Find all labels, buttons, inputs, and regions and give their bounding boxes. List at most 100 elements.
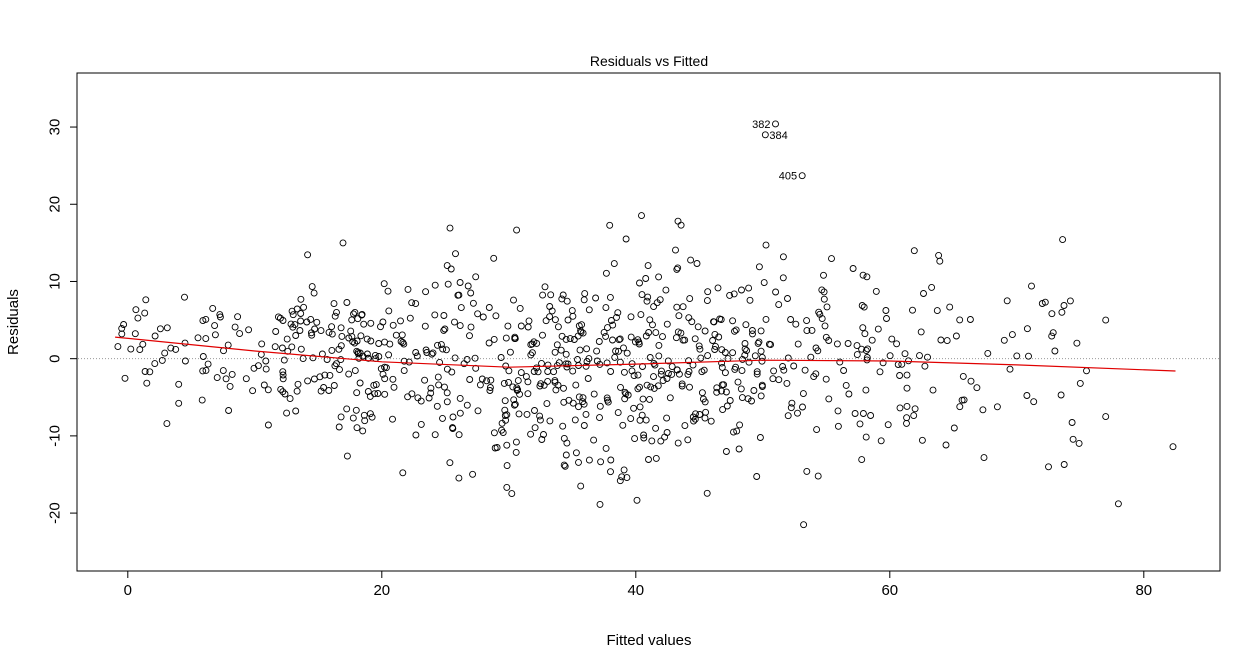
residual-point xyxy=(1006,365,1014,373)
residual-point xyxy=(650,373,657,381)
residual-point xyxy=(659,377,667,385)
residual-point xyxy=(657,370,665,378)
residual-point xyxy=(816,310,824,318)
residual-point xyxy=(357,332,365,340)
residual-point xyxy=(696,345,704,353)
residual-point xyxy=(297,317,305,325)
residual-point xyxy=(455,431,463,439)
residual-point xyxy=(703,297,711,305)
residual-point xyxy=(308,331,316,339)
residual-point xyxy=(784,412,792,420)
residual-point xyxy=(685,368,693,375)
residual-point xyxy=(211,322,219,330)
residual-point xyxy=(279,317,287,324)
residual-point xyxy=(399,339,407,346)
residual-point xyxy=(345,334,353,342)
residual-point xyxy=(375,340,383,347)
residual-point xyxy=(172,345,180,353)
residual-point xyxy=(563,439,571,447)
x-tick-label: 80 xyxy=(1135,582,1152,599)
residual-point xyxy=(405,358,413,366)
residual-point xyxy=(627,313,635,321)
residual-point xyxy=(431,431,439,439)
residual-point xyxy=(620,344,627,352)
residual-point xyxy=(348,316,356,324)
residual-point xyxy=(580,422,588,429)
residual-point xyxy=(361,417,369,425)
residual-point xyxy=(367,319,375,327)
residual-point xyxy=(952,332,960,340)
residual-point xyxy=(381,363,389,371)
residual-point xyxy=(627,333,635,341)
residual-point xyxy=(1076,379,1084,387)
residual-point xyxy=(309,354,317,362)
residual-point xyxy=(536,416,544,424)
residual-point xyxy=(517,322,525,330)
residual-point xyxy=(358,310,366,318)
residual-point xyxy=(779,363,787,370)
residual-point xyxy=(216,311,224,319)
residual-point xyxy=(807,353,815,361)
y-tick-label: 30 xyxy=(47,119,64,136)
residual-point xyxy=(879,359,887,367)
residual-point xyxy=(537,380,545,388)
residual-point xyxy=(801,366,809,374)
residual-point xyxy=(602,332,610,340)
residual-point xyxy=(515,410,523,418)
residual-point xyxy=(546,417,554,425)
residual-point xyxy=(539,331,546,339)
residual-point xyxy=(310,289,318,297)
residual-point xyxy=(199,317,207,325)
residual-point xyxy=(714,284,722,292)
residual-point xyxy=(242,375,250,383)
residual-point xyxy=(636,383,643,391)
smoother-line xyxy=(115,336,1176,372)
residual-point xyxy=(834,422,842,430)
residual-point xyxy=(351,308,359,316)
residual-point xyxy=(603,394,611,402)
residual-point xyxy=(1114,500,1122,508)
residual-point xyxy=(950,424,958,432)
residual-point xyxy=(812,344,820,352)
residual-point xyxy=(853,351,861,359)
residual-point xyxy=(942,441,950,449)
residual-point xyxy=(861,330,869,338)
residual-point xyxy=(657,437,665,445)
residual-point xyxy=(673,265,681,273)
residual-point xyxy=(428,350,436,358)
residual-point xyxy=(583,345,591,353)
residual-point xyxy=(476,381,484,389)
residual-point xyxy=(534,368,542,376)
residual-point xyxy=(650,303,658,311)
residual-point xyxy=(317,327,325,335)
residual-point xyxy=(367,337,375,345)
residual-point xyxy=(762,241,770,249)
residual-point xyxy=(213,374,221,382)
residual-point xyxy=(616,335,624,343)
residual-point xyxy=(435,381,443,389)
residual-point xyxy=(592,294,600,302)
residual-point xyxy=(151,332,159,340)
residual-point xyxy=(882,307,890,314)
residual-point xyxy=(666,394,674,402)
residual-point xyxy=(363,335,371,343)
residual-point xyxy=(853,342,861,350)
residual-point xyxy=(800,521,808,529)
residual-point xyxy=(292,407,300,415)
residual-point xyxy=(833,340,841,348)
residual-point xyxy=(404,285,412,293)
y-tick-label: 10 xyxy=(47,273,64,290)
residual-point xyxy=(755,263,763,271)
residual-point xyxy=(717,316,725,323)
residual-point xyxy=(984,349,992,357)
residual-point xyxy=(456,409,464,417)
residual-point xyxy=(677,221,685,229)
residual-point xyxy=(503,483,511,491)
residual-point xyxy=(729,349,737,357)
residual-point xyxy=(757,327,765,335)
residual-point xyxy=(822,375,830,383)
residual-point xyxy=(575,458,582,466)
residual-point xyxy=(328,346,336,354)
residual-point xyxy=(684,436,692,444)
